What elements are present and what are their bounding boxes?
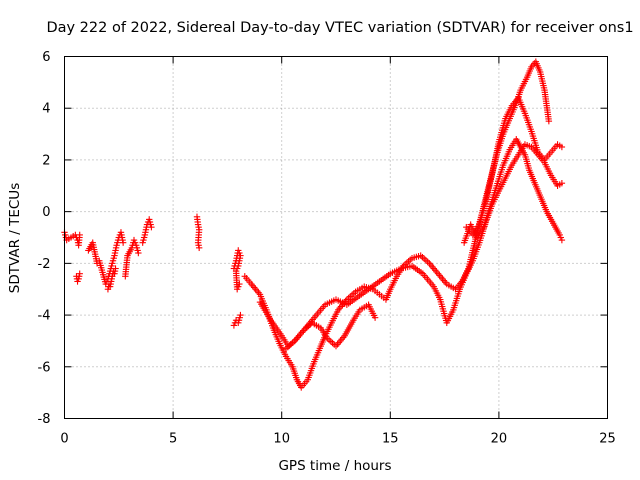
y-tick-label: 4 [42,102,50,117]
y-tick-label: 6 [42,50,50,65]
y-tick-label: -6 [38,360,51,375]
data-point-marker [545,117,553,125]
series-sat-g [193,213,203,252]
data-point-marker [135,249,142,257]
data-point-marker [148,223,155,231]
series-sat-e [122,236,142,280]
series-sat-c [85,229,127,288]
x-tick-label: 10 [273,432,290,447]
data-points [61,58,566,391]
series-sat-n [463,94,566,239]
y-tick-label: -2 [38,257,51,272]
series-sat-b [73,270,83,285]
series-sat-f [139,216,155,246]
plot-frame [64,56,608,419]
data-point-marker [237,311,244,319]
x-axis-label: GPS time / hours [278,458,391,474]
x-tick-label: 0 [60,432,68,447]
y-tick-label: 2 [42,153,50,168]
series-sat-i [230,311,244,329]
data-point-marker [119,239,127,246]
x-tick-label: 15 [382,432,399,447]
y-tick-label: -4 [38,309,51,324]
series-sat-d [104,265,119,293]
data-point-marker [236,280,243,288]
series-sat-h [230,247,244,293]
data-point-marker [371,314,379,321]
x-tick-label: 20 [491,432,508,447]
chart-title: Day 222 of 2022, Sidereal Day-to-day VTE… [46,20,633,36]
x-tick-label: 25 [599,432,616,447]
data-point-marker [76,231,83,239]
data-point-marker [76,270,83,277]
data-point-marker [558,143,566,151]
y-tick-label: -8 [38,412,51,427]
x-tick-label: 5 [169,432,177,447]
data-point-marker [112,265,119,272]
y-tick-label: 0 [42,205,50,220]
series-sat-m [460,136,566,246]
axis-ticks: 0 5 10 15 20 25 -8 -6 -4 -2 0 2 4 6 [38,50,616,447]
data-point-marker [558,180,566,187]
data-point-marker [195,244,203,252]
y-axis-label: SDTVAR / TECUs [7,183,23,293]
data-point-marker [558,236,566,244]
